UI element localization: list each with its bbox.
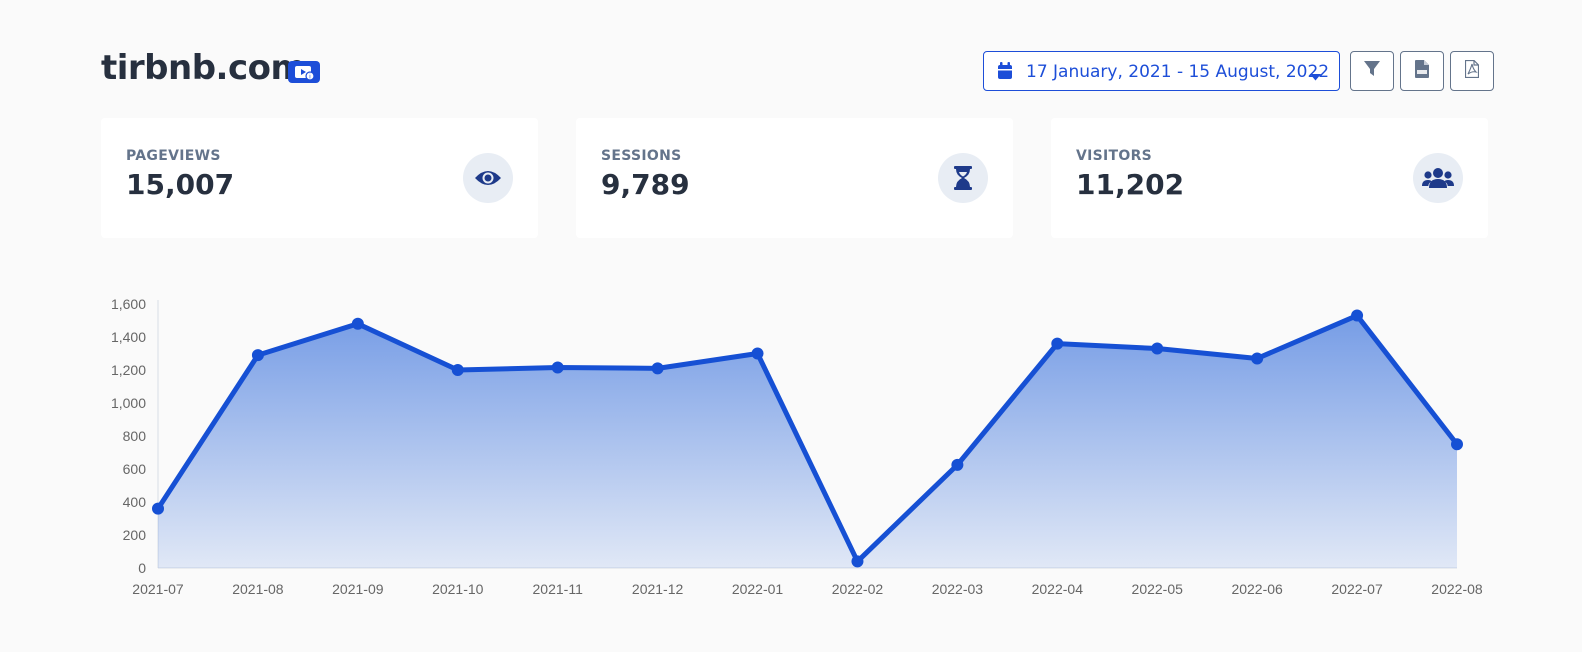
area-fill — [158, 315, 1457, 568]
data-point[interactable] — [551, 361, 564, 374]
pageviews-value: 15,007 — [126, 168, 235, 201]
x-tick-label: 2022-05 — [1132, 581, 1184, 597]
y-tick-label: 200 — [123, 527, 147, 543]
filter-button[interactable] — [1350, 51, 1394, 91]
series-line — [155, 313, 1459, 564]
pdf-file-icon — [1464, 59, 1480, 83]
x-tick-label: 2022-03 — [932, 581, 984, 597]
data-point[interactable] — [152, 502, 164, 515]
x-tick-label: 2021-07 — [132, 581, 184, 597]
x-tick-label: 2022-07 — [1331, 581, 1383, 597]
date-range-label: 17 January, 2021 - 15 August, 2022 — [1026, 62, 1330, 82]
export-csv-button[interactable] — [1400, 51, 1444, 91]
x-tick-label: 2021-11 — [533, 581, 584, 597]
y-tick-label: 1,600 — [111, 296, 146, 312]
filter-icon — [1363, 60, 1381, 83]
data-point[interactable] — [1051, 337, 1064, 350]
y-tick-label: 600 — [123, 461, 147, 477]
y-tick-label: 400 — [123, 494, 147, 510]
sessions-card: SESSIONS 9,789 — [576, 118, 1013, 238]
data-point[interactable] — [251, 349, 264, 362]
x-tick-label: 2022-08 — [1431, 581, 1483, 597]
csv-file-icon — [1415, 59, 1429, 83]
x-tick-label: 2022-01 — [732, 581, 784, 597]
data-point[interactable] — [651, 362, 664, 375]
sessions-value: 9,789 — [601, 168, 690, 201]
hourglass-icon — [938, 153, 988, 203]
x-tick-label: 2021-12 — [632, 581, 684, 597]
y-tick-label: 1,200 — [111, 362, 146, 378]
header: tirbnb.com i 17 January, 2021 - 15 Augus… — [101, 46, 1494, 94]
y-tick-label: 0 — [138, 560, 146, 576]
data-point[interactable] — [351, 317, 364, 330]
data-point[interactable] — [951, 458, 964, 471]
y-tick-label: 1,400 — [111, 329, 146, 345]
visitors-label: VISITORS — [1076, 148, 1153, 164]
eye-icon — [463, 153, 513, 203]
svg-text:i: i — [309, 74, 311, 81]
export-pdf-button[interactable] — [1450, 51, 1494, 91]
data-point[interactable] — [1351, 309, 1364, 322]
visitors-value: 11,202 — [1076, 168, 1185, 201]
calendar-icon — [997, 62, 1013, 85]
x-tick-label: 2022-06 — [1231, 581, 1283, 597]
date-range-picker[interactable]: 17 January, 2021 - 15 August, 2022 — [983, 51, 1340, 91]
caret-down-icon — [1310, 68, 1321, 86]
video-play-icon[interactable]: i — [288, 61, 320, 83]
y-tick-label: 1,000 — [111, 395, 146, 411]
data-point[interactable] — [851, 555, 864, 568]
data-point[interactable] — [1251, 352, 1264, 365]
data-point[interactable] — [451, 364, 464, 376]
users-icon — [1413, 153, 1463, 203]
y-tick-label: 800 — [123, 428, 147, 444]
data-point[interactable] — [1451, 438, 1463, 451]
data-point[interactable] — [1151, 342, 1164, 355]
data-point[interactable] — [751, 347, 764, 360]
x-tick-label: 2022-02 — [832, 581, 884, 597]
x-tick-label: 2021-09 — [332, 581, 384, 597]
x-tick-label: 2021-08 — [232, 581, 284, 597]
pageviews-area-chart: 0 200 400 600 800 1,000 1,200 1,400 1,600 2021-0… — [111, 296, 1483, 597]
visitors-card: VISITORS 11,202 — [1051, 118, 1488, 238]
sessions-label: SESSIONS — [601, 148, 682, 164]
x-tick-label: 2022-04 — [1032, 581, 1084, 597]
site-title: tirbnb.com — [101, 48, 306, 88]
x-tick-label: 2021-10 — [432, 581, 484, 597]
pageviews-card: PAGEVIEWS 15,007 — [101, 118, 538, 238]
pageviews-label: PAGEVIEWS — [126, 148, 221, 164]
